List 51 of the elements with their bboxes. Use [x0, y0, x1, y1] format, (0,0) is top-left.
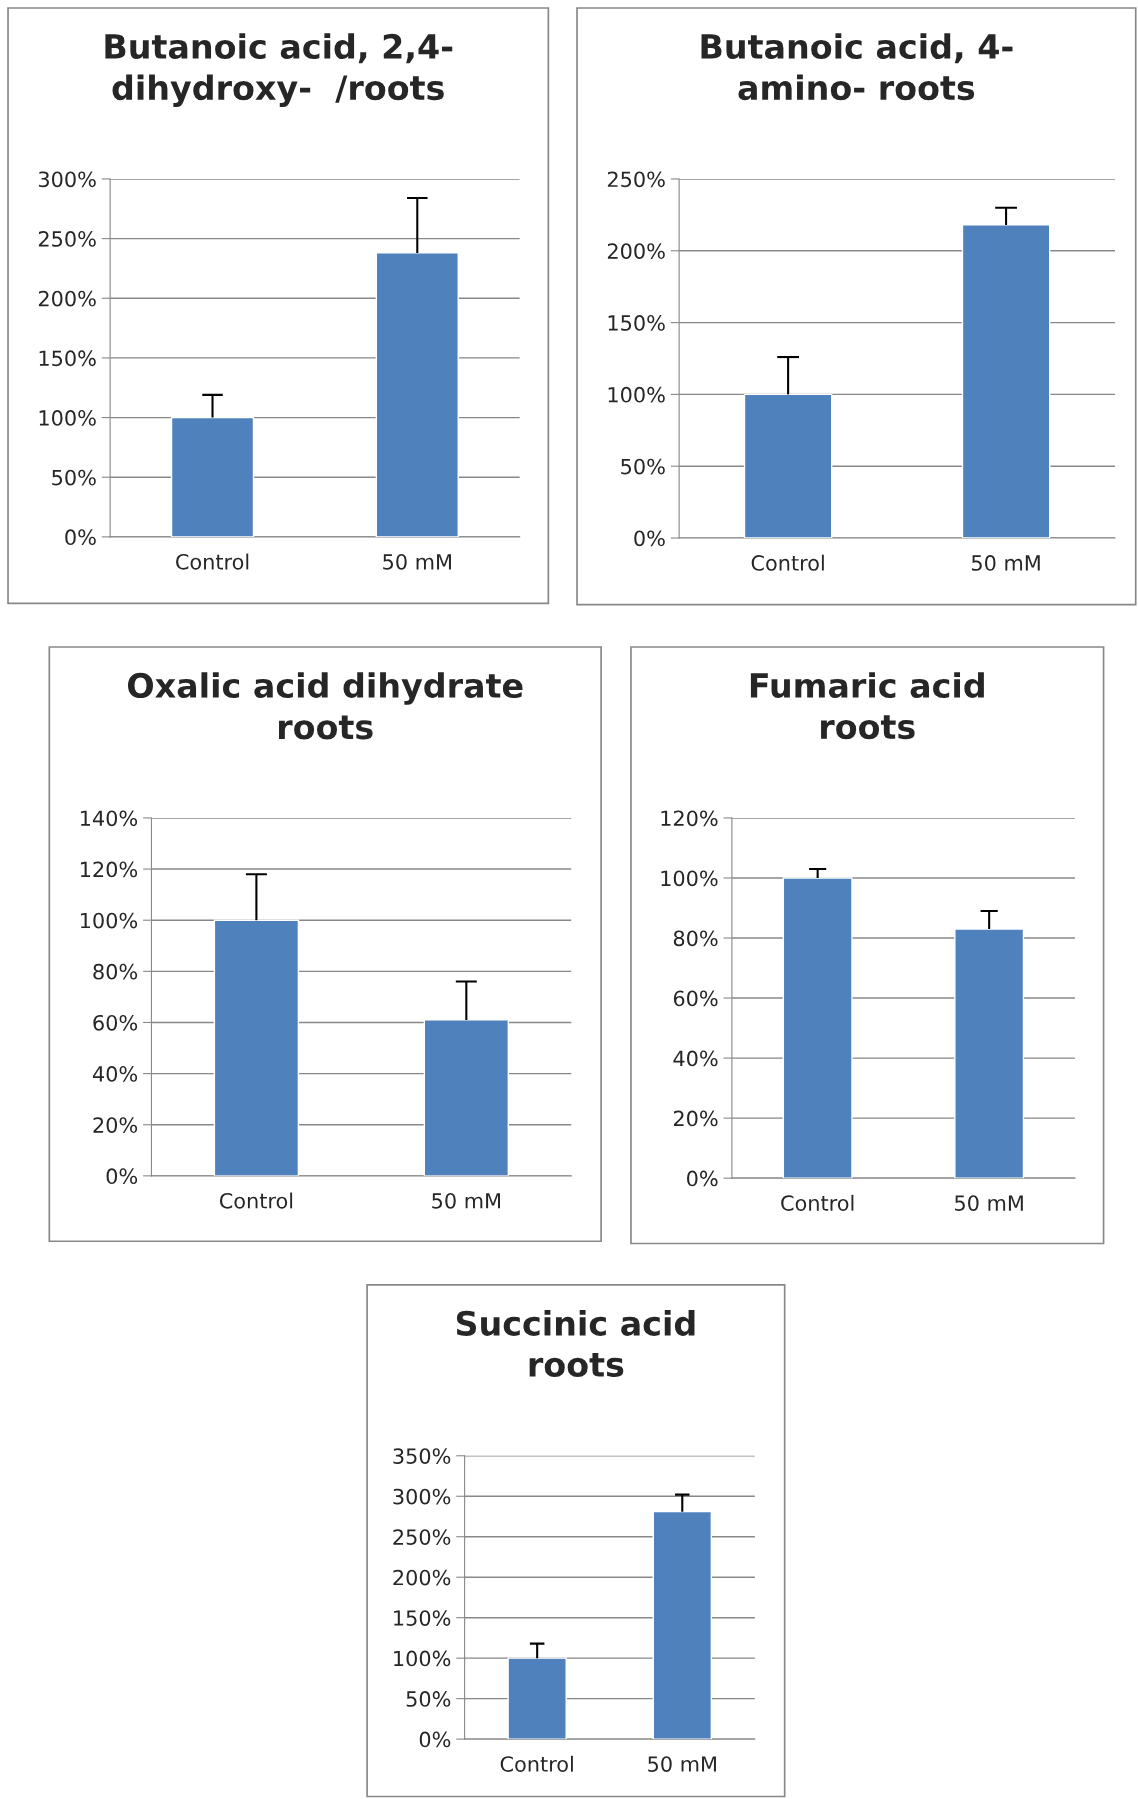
y-tick-label: 250%	[393, 1529, 451, 1545]
x-tick-label: 50 mM	[432, 1192, 500, 1209]
y-tick-label: 60%	[673, 990, 718, 1007]
y-tick-label: 250%	[38, 231, 96, 247]
y-tick-label: 120%	[661, 810, 718, 827]
y-tick-label: 80%	[673, 930, 718, 947]
y-tick-label: 120%	[80, 861, 138, 878]
y-tick-label: 100%	[394, 1650, 451, 1667]
y-tick-label: 300%	[38, 171, 96, 188]
y-tick-label: 20%	[673, 1110, 718, 1127]
x-tick-label: Control	[219, 1192, 293, 1209]
y-tick-label: 0%	[65, 529, 96, 546]
y-tick-label: 100%	[39, 410, 96, 426]
x-tick-label: Control	[751, 554, 824, 571]
x-tick-label: 50 mM	[955, 1195, 1023, 1211]
y-tick-label: 0%	[687, 1170, 718, 1187]
y-tick-label: 50%	[406, 1691, 451, 1707]
x-tick-label: 50 mM	[648, 1756, 716, 1772]
chart-title: Butanoic acid, 4- amino- roots	[701, 33, 1013, 101]
y-tick-label: 150%	[39, 350, 96, 367]
y-tick-label: 250%	[607, 171, 665, 188]
y-tick-label: 100%	[608, 386, 665, 403]
y-tick-label: 20%	[93, 1117, 138, 1133]
y-tick-label: 200%	[607, 243, 665, 259]
x-tick-label: Control	[500, 1755, 573, 1772]
y-tick-label: 350%	[393, 1448, 451, 1464]
y-tick-label: 140%	[80, 810, 138, 827]
y-tick-label: 0%	[634, 530, 665, 547]
chart-title: Butanoic acid, 2,4- dihydroxy- /roots	[105, 33, 453, 107]
x-tick-label: Control	[781, 1194, 854, 1211]
y-tick-label: 150%	[394, 1610, 451, 1626]
chart-title: Fumaric acid roots	[750, 672, 984, 740]
y-tick-label: 40%	[92, 1066, 138, 1082]
y-tick-label: 300%	[393, 1488, 451, 1505]
y-tick-label: 80%	[93, 963, 138, 980]
y-tick-label: 0%	[106, 1168, 138, 1185]
y-tick-label: 60%	[93, 1014, 138, 1031]
y-tick-label: 100%	[80, 912, 138, 929]
y-tick-label: 0%	[419, 1731, 451, 1748]
y-tick-label: 150%	[608, 315, 665, 331]
y-tick-label: 200%	[38, 290, 96, 307]
y-tick-label: 50%	[621, 458, 665, 475]
y-tick-label: 200%	[393, 1569, 451, 1586]
x-tick-label: Control	[176, 553, 249, 570]
x-tick-label: 50 mM	[383, 553, 451, 570]
chart-title: Oxalic acid dihydrate roots	[128, 672, 523, 740]
y-tick-label: 50%	[52, 469, 96, 486]
y-tick-label: 100%	[661, 870, 718, 887]
y-tick-label: 40%	[673, 1050, 718, 1067]
chart-title: Succinic acid roots	[456, 1310, 695, 1377]
x-tick-label: 50 mM	[971, 555, 1040, 571]
